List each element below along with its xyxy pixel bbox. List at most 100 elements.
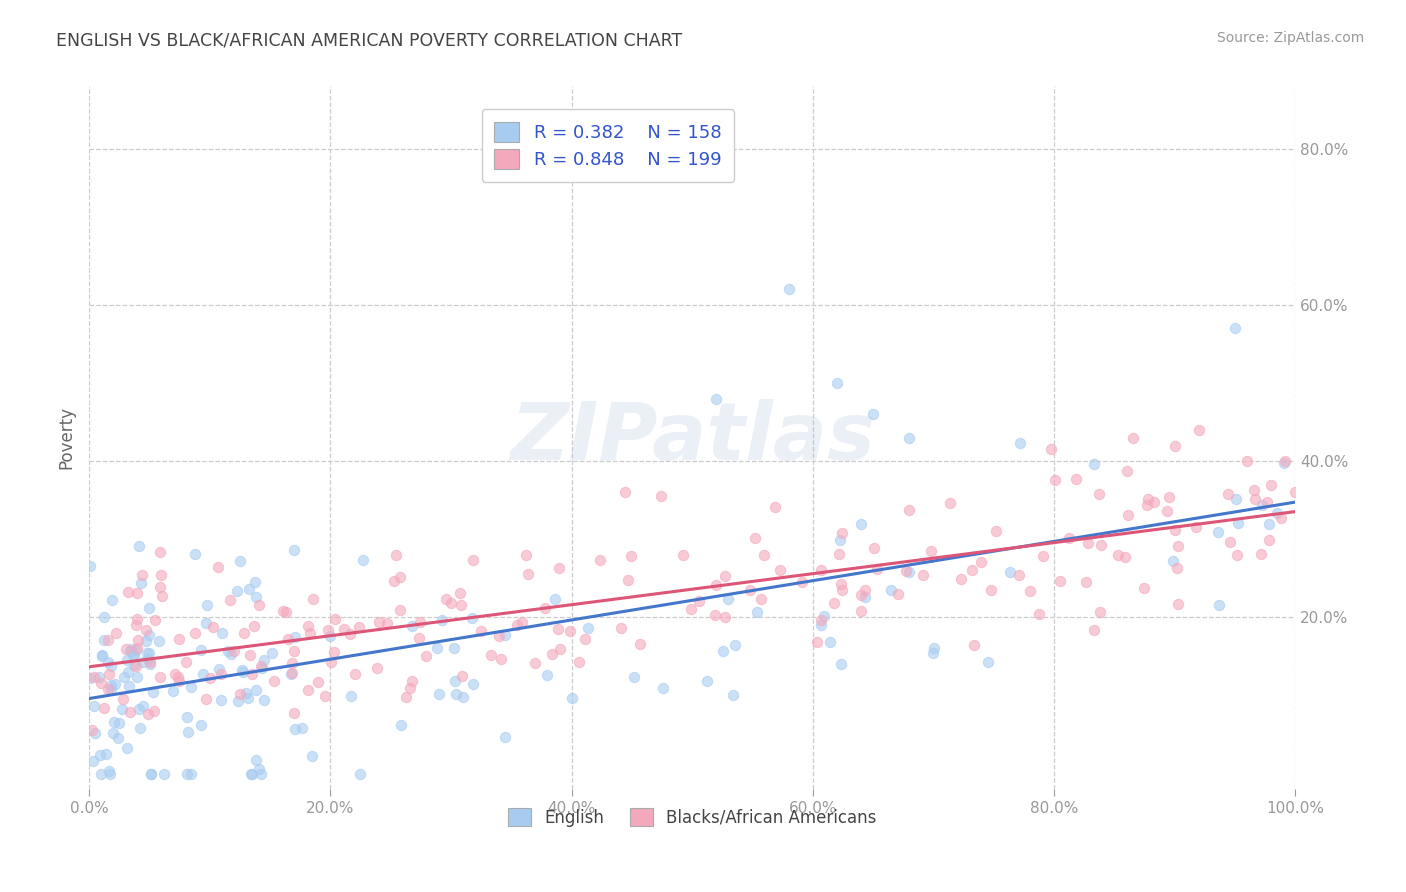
- Point: [115, 653, 138, 667]
- Point: [443, 640, 465, 655]
- Point: [385, 548, 408, 562]
- Point: [481, 648, 503, 662]
- Point: [281, 666, 304, 681]
- Point: [83, 670, 105, 684]
- Point: [176, 709, 198, 723]
- Point: [167, 674, 190, 689]
- Point: [536, 668, 558, 682]
- Point: [440, 596, 463, 610]
- Point: [136, 652, 159, 666]
- Point: [143, 613, 166, 627]
- Point: [235, 685, 257, 699]
- Point: [1057, 531, 1080, 545]
- Point: [672, 548, 695, 562]
- Point: [1157, 490, 1180, 504]
- Point: [118, 644, 141, 658]
- Point: [470, 624, 492, 639]
- Point: [239, 648, 262, 663]
- Point: [922, 646, 945, 660]
- Point: [1088, 605, 1111, 619]
- Point: [243, 574, 266, 589]
- Point: [195, 598, 218, 612]
- Point: [90, 675, 112, 690]
- Point: [149, 544, 172, 558]
- Point: [1074, 575, 1097, 590]
- Point: [1143, 495, 1166, 509]
- Point: [253, 653, 276, 667]
- Point: [87, 670, 110, 684]
- Point: [103, 715, 125, 730]
- Point: [125, 640, 148, 655]
- Point: [1218, 487, 1240, 501]
- Point: [167, 670, 190, 684]
- Point: [228, 554, 250, 568]
- Point: [863, 541, 886, 555]
- Point: [589, 552, 612, 566]
- Point: [1164, 439, 1187, 453]
- Point: [352, 553, 374, 567]
- Point: [98, 666, 121, 681]
- Point: [122, 648, 145, 662]
- Point: [238, 582, 260, 596]
- Point: [98, 766, 121, 780]
- Point: [426, 641, 449, 656]
- Point: [1250, 498, 1272, 512]
- Point: [245, 590, 267, 604]
- Point: [862, 408, 884, 422]
- Point: [176, 766, 198, 780]
- Point: [319, 629, 342, 643]
- Point: [219, 647, 242, 661]
- Point: [1122, 431, 1144, 445]
- Point: [211, 626, 233, 640]
- Point: [101, 592, 124, 607]
- Point: [139, 655, 162, 669]
- Point: [1049, 574, 1071, 589]
- Point: [201, 620, 224, 634]
- Point: [714, 569, 737, 583]
- Point: [523, 656, 546, 670]
- Point: [1265, 506, 1288, 520]
- Point: [399, 681, 422, 696]
- Point: [706, 392, 728, 406]
- Point: [1243, 483, 1265, 497]
- Point: [1167, 597, 1189, 611]
- Point: [939, 496, 962, 510]
- Point: [291, 721, 314, 735]
- Point: [79, 559, 101, 574]
- Point: [1166, 560, 1188, 574]
- Point: [138, 601, 160, 615]
- Point: [1258, 533, 1281, 547]
- Point: [614, 484, 637, 499]
- Point: [711, 644, 734, 658]
- Point: [1028, 607, 1050, 621]
- Point: [754, 549, 776, 563]
- Point: [1226, 516, 1249, 530]
- Point: [120, 642, 142, 657]
- Point: [620, 549, 643, 563]
- Point: [401, 673, 423, 688]
- Point: [277, 632, 299, 647]
- Point: [250, 659, 273, 673]
- Point: [831, 526, 853, 541]
- Point: [298, 625, 321, 640]
- Point: [1167, 539, 1189, 553]
- Point: [1250, 547, 1272, 561]
- Point: [849, 588, 872, 602]
- Point: [427, 687, 450, 701]
- Point: [517, 567, 540, 582]
- Point: [747, 605, 769, 619]
- Point: [1256, 495, 1278, 509]
- Point: [247, 598, 270, 612]
- Point: [297, 683, 319, 698]
- Point: [163, 667, 186, 681]
- Point: [1077, 535, 1099, 549]
- Point: [831, 583, 853, 598]
- Point: [547, 622, 569, 636]
- Point: [1083, 623, 1105, 637]
- Point: [111, 691, 134, 706]
- Point: [135, 634, 157, 648]
- Point: [80, 723, 103, 737]
- Point: [297, 618, 319, 632]
- Point: [283, 722, 305, 736]
- Point: [301, 749, 323, 764]
